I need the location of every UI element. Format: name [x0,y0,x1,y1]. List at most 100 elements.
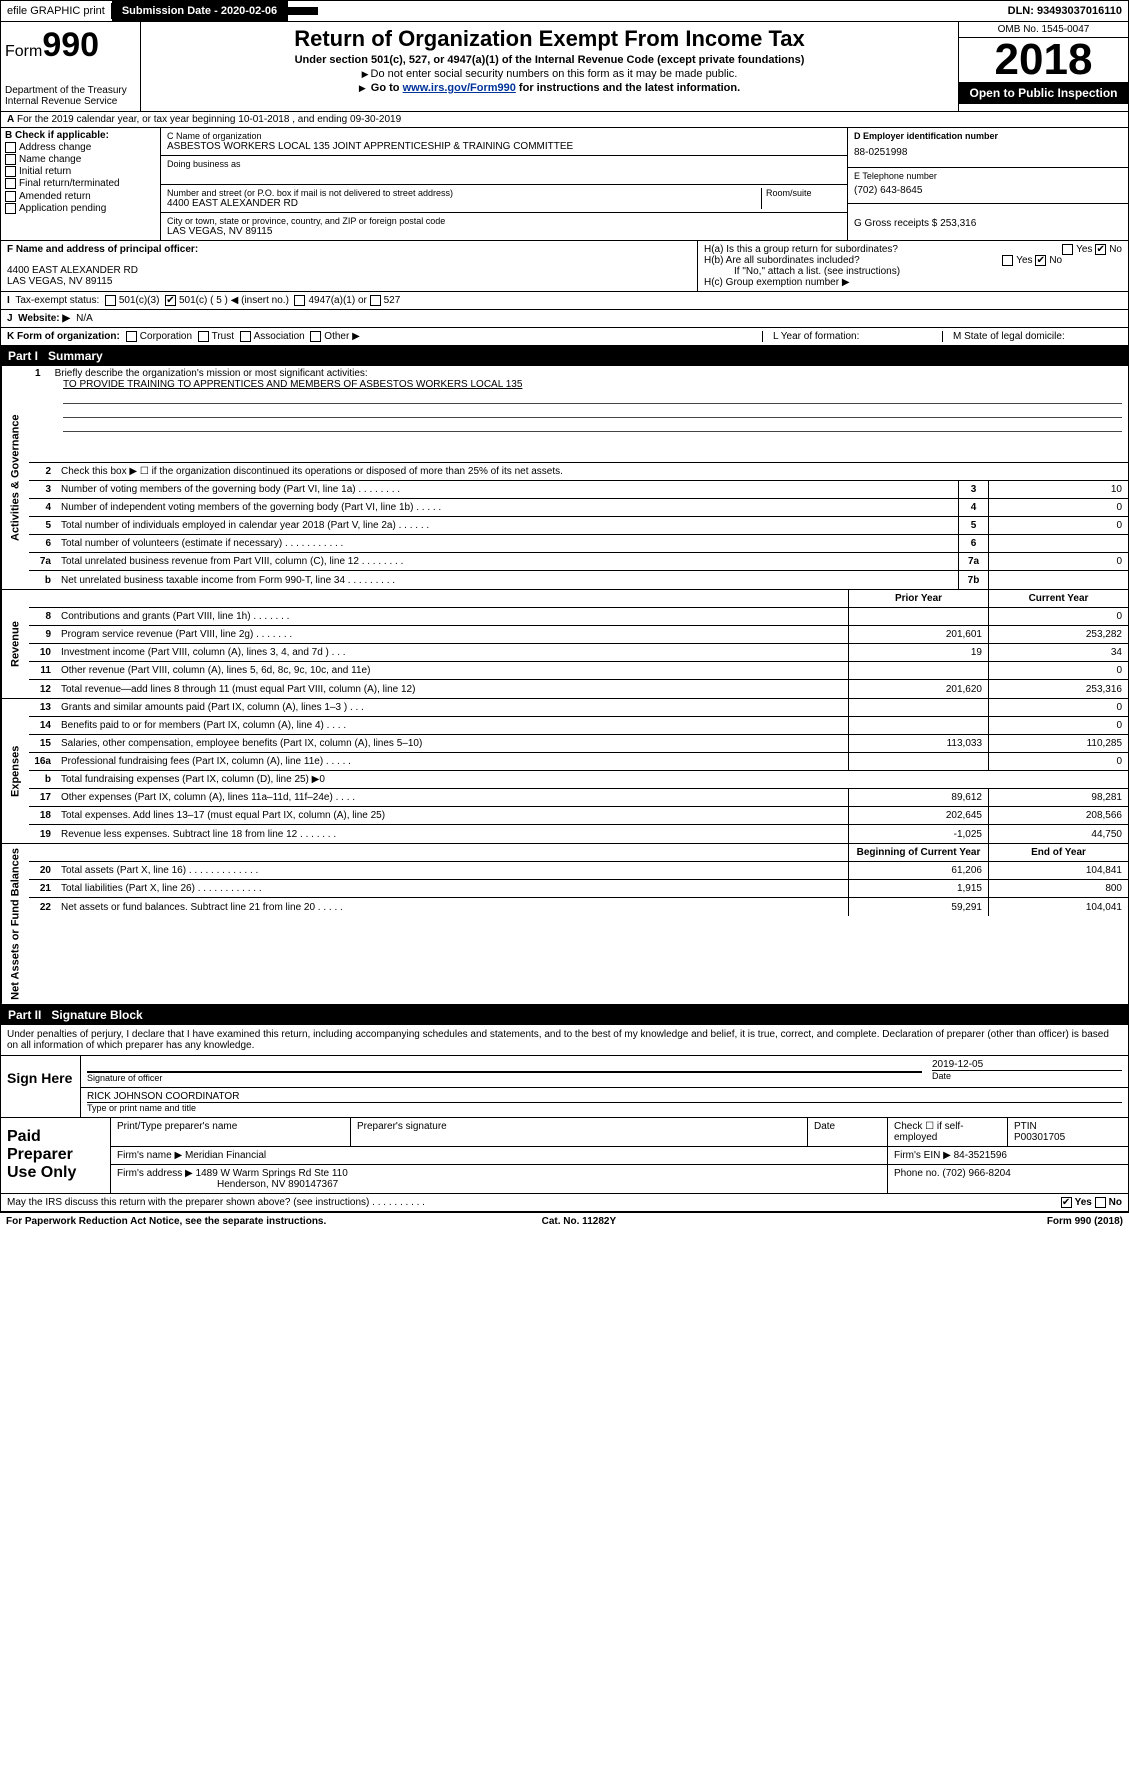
ein-value: 88-0251998 [854,141,1122,164]
chk-501c3[interactable] [105,295,116,306]
summary-line: 16aProfessional fundraising fees (Part I… [29,753,1128,771]
subtitle-1: Under section 501(c), 527, or 4947(a)(1)… [145,54,954,66]
chk-final-return[interactable]: Final return/terminated [5,178,156,189]
summary-line: 7aTotal unrelated business revenue from … [29,553,1128,571]
summary-line: 2Check this box ▶ ☐ if the organization … [29,463,1128,481]
opt-assoc: Association [254,331,305,342]
chk-name-change[interactable]: Name change [5,154,156,165]
cat-number: Cat. No. 11282Y [542,1216,616,1227]
irs-label: Internal Revenue Service [5,96,136,107]
chk-application-pending[interactable]: Application pending [5,203,156,214]
opt-501c3: 501(c)(3) [119,295,160,306]
firm-phone-cell: Phone no. (702) 966-8204 [888,1165,1128,1193]
status-label: Tax-exempt status: [15,295,99,306]
summary-line: 9Program service revenue (Part VIII, lin… [29,626,1128,644]
form-prefix: Form [5,43,42,60]
firm-addr-cell: Firm's address ▶ 1489 W Warm Springs Rd … [111,1165,888,1193]
chk-amended[interactable]: Amended return [5,191,156,202]
col-header: Current Year [988,590,1128,607]
opt-other: Other ▶ [324,331,359,342]
part1-title: Summary [48,349,103,363]
ptin-value: P00301705 [1014,1132,1065,1143]
ein-block: D Employer identification number 88-0251… [848,128,1128,168]
prep-name-label: Print/Type preparer's name [111,1118,351,1146]
opt-corp: Corporation [140,331,192,342]
summary-line: 14Benefits paid to or for members (Part … [29,717,1128,735]
chk-501c[interactable] [165,295,176,306]
part2-label: Part II [8,1008,41,1022]
submission-button[interactable]: Submission Date - 2020-02-06 [112,1,288,21]
part1-label: Part I [8,349,38,363]
tel-label: E Telephone number [854,171,1122,181]
paid-preparer-label: Paid Preparer Use Only [1,1118,111,1193]
chk-initial-return[interactable]: Initial return [5,166,156,177]
header-mid: Return of Organization Exempt From Incom… [141,22,958,111]
addr-block: Number and street (or P.O. box if mail i… [161,185,847,213]
firm-name: Meridian Financial [185,1150,266,1161]
org-name-block: C Name of organization ASBESTOS WORKERS … [161,128,847,156]
website-label: Website: ▶ [18,313,70,324]
chk-address-change[interactable]: Address change [5,142,156,153]
mission-block: 1Briefly describe the organization's mis… [29,366,1128,463]
section-label: Expenses [1,699,29,843]
dba-label: Doing business as [167,159,841,169]
prep-date-label: Date [808,1118,888,1146]
form-header: Form990 Department of the Treasury Inter… [0,22,1129,112]
paid-preparer-row: Paid Preparer Use Only Print/Type prepar… [1,1117,1128,1193]
open-inspection: Open to Public Inspection [959,82,1128,104]
summary-line: 8Contributions and grants (Part VIII, li… [29,608,1128,626]
section-label: Net Assets or Fund Balances [1,844,29,1004]
summary-table: Activities & Governance1Briefly describe… [0,366,1129,1005]
firm-addr1: 1489 W Warm Springs Rd Ste 110 [196,1168,348,1179]
col-b-heading: B Check if applicable: [5,130,156,141]
header-left: Form990 Department of the Treasury Inter… [1,22,141,111]
section-label: Revenue [1,590,29,698]
opt-4947: 4947(a)(1) or [308,295,366,306]
col-b: B Check if applicable: Address change Na… [1,128,161,240]
form-title: Return of Organization Exempt From Incom… [145,26,954,52]
irs-link[interactable]: www.irs.gov/Form990 [403,82,516,94]
ha-row: H(a) Is this a group return for subordin… [704,244,1122,255]
summary-line: 11Other revenue (Part VIII, column (A), … [29,662,1128,680]
addr-label: Number and street (or P.O. box if mail i… [167,188,761,198]
sign-here-row: Sign Here Signature of officer 2019-12-0… [1,1055,1128,1117]
sig-name-row: RICK JOHNSON COORDINATOR Type or print n… [81,1088,1128,1117]
section-label: Activities & Governance [1,366,29,589]
officer-addr2: LAS VEGAS, NV 89115 [7,276,691,287]
col-f: F Name and address of principal officer:… [1,241,698,291]
sig-officer-label: Signature of officer [87,1073,162,1083]
firm-ein: 84-3521596 [954,1150,1007,1161]
chk-trust[interactable] [198,331,209,342]
blank-button[interactable] [288,7,318,15]
tax-year: 2018 [959,38,1128,82]
section-bcd: B Check if applicable: Address change Na… [0,128,1129,241]
opt-trust: Trust [212,331,234,342]
chk-527[interactable] [370,295,381,306]
summary-line: 17Other expenses (Part IX, column (A), l… [29,789,1128,807]
state-domicile: M State of legal domicile: [942,331,1122,342]
year-formation: L Year of formation: [762,331,942,342]
bottom-row: For Paperwork Reduction Act Notice, see … [0,1212,1129,1230]
line-a-text: For the 2019 calendar year, or tax year … [17,114,401,125]
summary-line: 13Grants and similar amounts paid (Part … [29,699,1128,717]
chk-4947[interactable] [294,295,305,306]
col-d: D Employer identification number 88-0251… [848,128,1128,240]
summary-line: 10Investment income (Part VIII, column (… [29,644,1128,662]
chk-corp[interactable] [126,331,137,342]
summary-line: bNet unrelated business taxable income f… [29,571,1128,589]
opt-501c: 501(c) ( 5 ) ◀ (insert no.) [179,295,289,306]
pra-notice: For Paperwork Reduction Act Notice, see … [6,1216,326,1227]
goto-prefix: Go to [371,82,403,94]
discuss-row: May the IRS discuss this return with the… [0,1194,1129,1212]
officer-name-label: Type or print name and title [87,1103,196,1113]
city-block: City or town, state or province, country… [161,213,847,240]
chk-assoc[interactable] [240,331,251,342]
chk-other[interactable] [310,331,321,342]
goto-suffix: for instructions and the latest informat… [516,82,740,94]
hb-row: H(b) Are all subordinates included?Yes N… [704,255,1122,266]
summary-line: 4Number of independent voting members of… [29,499,1128,517]
city-label: City or town, state or province, country… [167,216,841,226]
kform-label: K Form of organization: [7,331,120,342]
col-header: End of Year [988,844,1128,861]
hb-note: If "No," attach a list. (see instruction… [704,266,1122,277]
